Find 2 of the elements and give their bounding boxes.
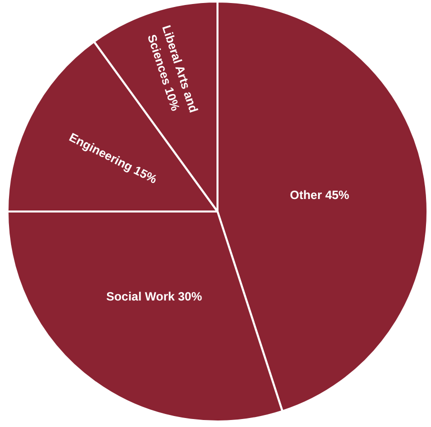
slice-label: Other 45% [290,188,350,202]
slice-label: Social Work 30% [106,289,202,304]
